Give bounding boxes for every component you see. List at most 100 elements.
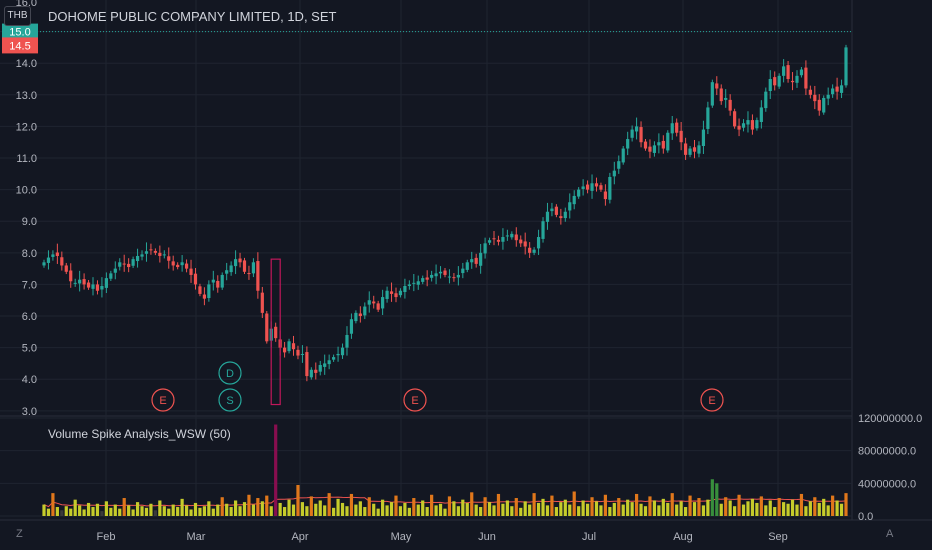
volume-bar: [786, 503, 790, 516]
candle-body: [149, 249, 153, 251]
volume-bar: [630, 502, 634, 516]
candle-body: [764, 91, 768, 109]
volume-bar: [287, 499, 291, 516]
candle-body: [532, 249, 536, 253]
volume-bar: [822, 498, 826, 516]
volume-bar: [269, 506, 273, 516]
volume-tick-label: 80000000.0: [858, 446, 916, 458]
volume-bar: [568, 504, 572, 516]
volume-bar: [737, 494, 741, 516]
volume-bar: [697, 498, 701, 516]
time-tick-label: Jul: [582, 531, 596, 543]
candle-body: [287, 341, 291, 352]
volume-bar: [599, 505, 603, 516]
volume-bar: [666, 502, 670, 516]
volume-bar: [158, 500, 162, 516]
volume-bar: [421, 500, 425, 516]
candle-body: [505, 235, 509, 237]
candle-body: [162, 254, 166, 256]
candle-body: [452, 277, 456, 279]
volume-bar: [831, 495, 835, 516]
volume-bar: [385, 505, 389, 516]
candle-body: [73, 282, 77, 284]
volume-bar: [465, 502, 469, 516]
volume-bar: [768, 500, 772, 516]
volume-bar: [839, 503, 844, 516]
candle-body: [666, 132, 670, 151]
candle-body: [274, 326, 278, 339]
candle-body: [207, 284, 211, 299]
volume-bar: [247, 494, 251, 516]
currency-badge[interactable]: THB: [4, 6, 31, 26]
volume-bar: [336, 498, 340, 516]
volume-bar: [407, 507, 411, 516]
volume-bar: [505, 500, 509, 516]
volume-bar: [577, 506, 581, 516]
volume-bar: [492, 505, 496, 516]
volume-bar: [251, 504, 256, 516]
candle-body: [113, 268, 117, 273]
volume-bar: [701, 505, 706, 516]
indicator-title[interactable]: Volume Spike Analysis_WSW (50): [48, 427, 231, 441]
volume-bar: [479, 507, 483, 516]
volume-bar: [64, 506, 68, 516]
candle-body: [180, 262, 184, 266]
candle-body: [514, 234, 518, 241]
high-price-label: 15.0: [9, 27, 30, 39]
volume-bar: [452, 501, 456, 516]
candle-body: [782, 66, 786, 76]
candle-body: [46, 257, 51, 263]
candle-body: [603, 191, 607, 200]
candle-body: [750, 120, 755, 130]
candle-body: [367, 300, 371, 305]
price-tick-label: 13.0: [16, 90, 37, 102]
volume-bar: [639, 503, 643, 516]
candle-body: [523, 241, 527, 247]
candle-body: [376, 303, 380, 310]
candle-body: [777, 75, 781, 87]
candle-body: [670, 123, 674, 134]
candle-body: [220, 274, 224, 288]
candle-body: [425, 277, 429, 280]
candle-body: [42, 262, 46, 266]
candle-body: [559, 216, 563, 219]
candle-body: [354, 312, 358, 322]
price-tick-label: 10.0: [16, 185, 37, 197]
candle-body: [465, 262, 469, 270]
candle-body: [697, 145, 701, 154]
volume-bar: [670, 493, 674, 516]
price-tick-label: 16.0: [16, 0, 37, 9]
candle-body: [104, 278, 108, 288]
candle-body: [826, 94, 830, 99]
candle-body: [545, 211, 550, 222]
volume-bar: [741, 504, 746, 516]
volume-bar: [773, 507, 777, 516]
volume-bar: [398, 506, 403, 516]
auto-scale-button[interactable]: A: [886, 528, 894, 540]
candle-body: [389, 291, 394, 294]
volume-bar: [332, 507, 336, 516]
candle-body: [260, 292, 264, 313]
volume-bar: [799, 493, 804, 516]
volume-bar: [728, 500, 732, 516]
candle-body: [216, 280, 220, 288]
volume-bar: [657, 505, 661, 516]
volume-bar: [759, 496, 763, 516]
volume-bar: [487, 502, 492, 516]
volume-bar: [590, 497, 594, 516]
volume-bar: [706, 499, 710, 516]
volume-bar: [412, 498, 416, 516]
volume-bar: [688, 495, 692, 516]
timezone-button[interactable]: Z: [16, 528, 23, 540]
candle-body: [608, 176, 612, 200]
candle-body: [550, 208, 554, 212]
volume-bar: [122, 498, 126, 516]
candle-body: [634, 126, 639, 132]
candle-body: [728, 99, 732, 111]
volume-bar: [73, 499, 77, 516]
candle-body: [554, 206, 558, 215]
candle-body: [430, 274, 434, 278]
volume-bar: [51, 493, 55, 516]
time-tick-label: Jun: [478, 531, 496, 543]
